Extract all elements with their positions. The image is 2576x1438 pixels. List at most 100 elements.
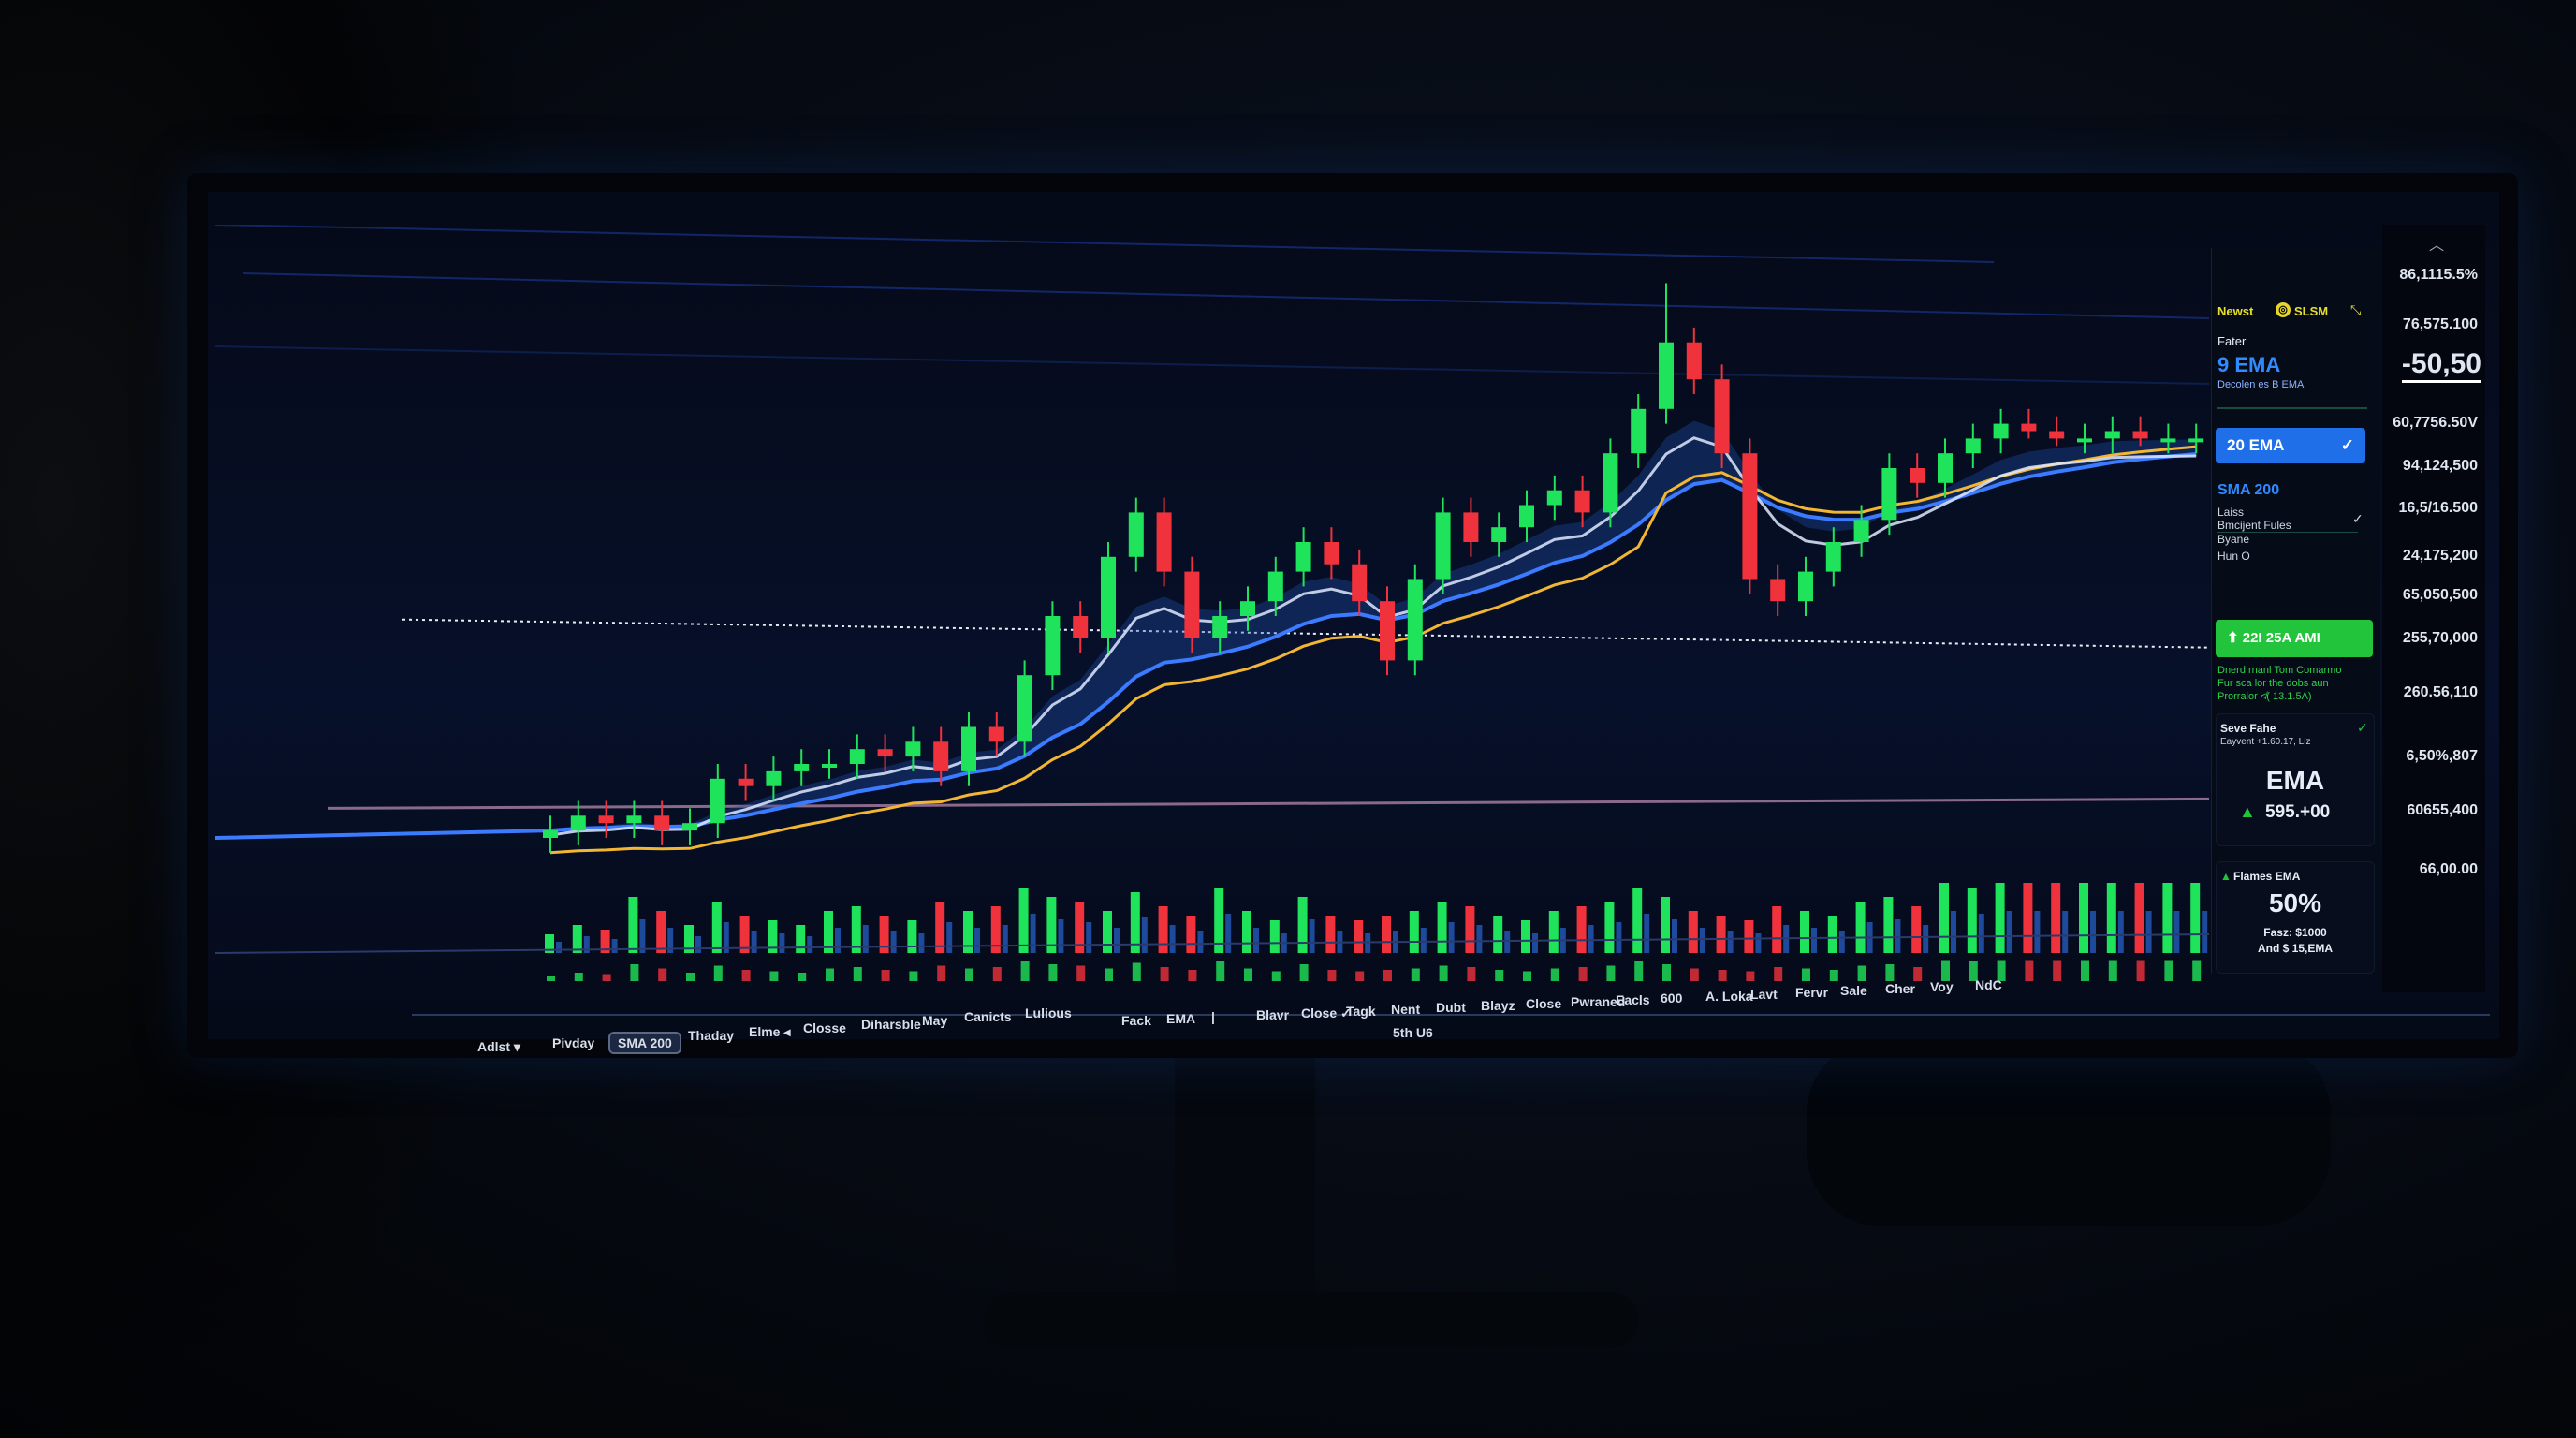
candle-body [1659,342,1674,409]
option-item[interactable]: Bmcijent Fules [2217,519,2358,533]
volume-bar-lower [909,971,918,981]
price-tick-label: 60,7756.50V [2393,415,2478,431]
card-title: Flames EMA [2233,870,2301,883]
candle-body [961,726,976,771]
toolbar-item[interactable]: Sale [1840,983,1867,998]
toolbar-item[interactable]: Adlst ▾ [477,1039,520,1054]
toolbar-item[interactable]: Thaday [688,1028,735,1043]
chevron-up-icon[interactable]: ︿ [2429,238,2445,254]
green-note: Fur sca lor the dobs aun [2217,678,2329,689]
volume-bar-lower [2136,960,2145,981]
buy-button-label: 22I 25A AMI [2242,630,2320,646]
toolbar-divider [412,1014,2490,1016]
toolbar-item[interactable]: NdC [1975,977,2002,992]
candle-body [1965,438,1981,454]
toolbar-item[interactable]: Cher [1885,981,1915,996]
sma200-label[interactable]: SMA 200 [2217,482,2280,498]
volume-bar-lower [826,968,834,981]
price-tick-label: 76,575.100 [2402,316,2478,332]
triangle-up-icon: ▲ [2220,870,2232,883]
toolbar-item[interactable]: Fack [1121,1013,1151,1028]
volume-bar-secondary [1225,914,1232,953]
volume-bar [990,906,1001,953]
toolbar-item[interactable]: Canicts [964,1009,1012,1024]
candlestick-chart[interactable] [215,225,2209,992]
toolbar-item[interactable]: Blavr [1256,1007,1290,1022]
toolbar-item[interactable]: Voy [1930,979,1954,994]
volume-bar [1548,911,1559,953]
volume-bar-secondary [2174,911,2180,953]
volume-bar [2079,883,2088,953]
volume-bar [2023,883,2033,953]
toolbar-item[interactable]: May [922,1013,948,1028]
candle-body [1073,616,1089,638]
toolbar-item[interactable]: Tagk [1346,1004,1376,1019]
toolbar-item[interactable]: Close [1526,996,1562,1011]
volume-bar-secondary [723,922,729,953]
toolbar-item[interactable]: Diharsble [861,1017,921,1032]
volume-bar-lower [741,970,751,981]
toolbar-item[interactable]: A. Loka [1705,989,1753,1004]
volume-bar-lower [1048,964,1058,981]
candle-body [2077,438,2092,443]
price-tick-label: 94,124,500 [2402,458,2478,474]
volume-bar-secondary [1755,933,1762,953]
volume-bar [1409,911,1419,953]
volume-bar-secondary [583,936,590,953]
toolbar-item[interactable]: Eacls [1616,992,1650,1007]
volume-bar-lower [1662,964,1671,981]
volume-bar [796,925,806,953]
volume-bar-lower [1829,970,1838,981]
volume-bar [1046,897,1057,953]
price-tick-label: 60655,400 [2407,802,2478,818]
option-item[interactable]: Laiss [2217,506,2245,519]
price-tick-label: 255,70,000 [2402,630,2478,646]
toolbar-item[interactable]: Elme ◂ [749,1024,791,1039]
toolbar-item[interactable]: Closse [803,1020,846,1035]
green-note: Dnerd rnanl Tom Comarmo [2217,665,2342,676]
candle-body [2188,438,2204,443]
candle-body [1156,512,1172,572]
volume-bar-secondary [807,936,813,953]
toolbar-item[interactable]: Fervr [1795,985,1829,1000]
toolbar-item[interactable]: Dubt [1436,1000,1466,1015]
toolbar-item[interactable]: SMA 200 [608,1032,681,1054]
chair-silhouette [1807,1039,2331,1226]
volume-bar-lower [574,973,583,981]
volume-bar [1688,911,1698,953]
toolbar-item[interactable]: EMA [1166,1011,1196,1026]
option-item[interactable]: Byane [2217,533,2250,546]
volume-bar-lower [1550,968,1559,981]
price-tick-label: 86,1115.5% [2399,267,2478,283]
ema9-label[interactable]: 9 EMA [2217,353,2281,376]
volume-bar-lower [1606,965,1616,981]
volume-bar [656,911,666,953]
arrow-up-icon: ⬆ [2227,630,2239,646]
buy-button[interactable]: ⬆ 22I 25A AMI [2216,620,2373,657]
toolbar-item[interactable]: Pwraned [1571,994,1626,1009]
option-item[interactable]: Hun O [2217,550,2250,563]
ema20-button[interactable]: 20 EMA ✓ [2216,428,2365,463]
volume-bar [824,911,833,953]
toolbar-item[interactable]: Pivday [552,1035,595,1050]
volume-bar [963,911,973,953]
candle-body [1938,453,1953,483]
volume-bar-secondary [1058,919,1064,953]
volume-bar-secondary [2090,911,2096,953]
candle-body [766,770,782,786]
collapse-icon[interactable]: ⤡ [2350,302,2362,317]
toolbar-item[interactable]: Close ✓ [1301,1005,1352,1020]
toolbar-item[interactable]: 600 [1661,990,1683,1005]
trend-line [215,225,1995,263]
toolbar-item[interactable]: Lavt [1750,987,1778,1002]
candle-body [1352,564,1368,602]
toolbar-item[interactable]: Blayz [1481,998,1515,1013]
volume-bar [1772,906,1782,953]
toolbar-item[interactable]: | [1211,1009,1215,1024]
volume-bar-secondary [751,931,757,953]
volume-bar [684,925,694,953]
volume-bar [1186,916,1196,953]
toolbar-item[interactable]: Lulious [1025,1005,1072,1020]
volume-bar-secondary [695,936,701,953]
toolbar-item[interactable]: Nent [1391,1002,1421,1017]
